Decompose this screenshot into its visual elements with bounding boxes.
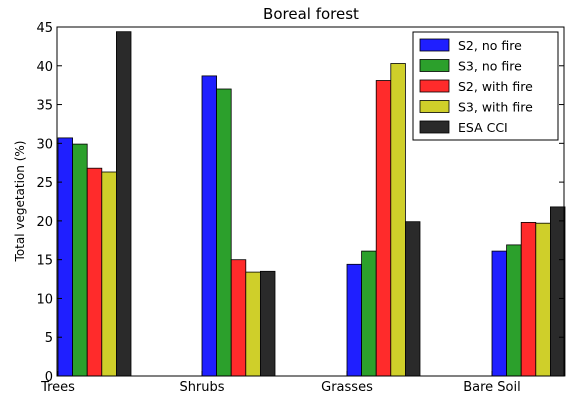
legend-label: S2, no fire (458, 38, 522, 53)
legend-label: S3, no fire (458, 59, 522, 74)
y-tick-label: 45 (36, 21, 53, 36)
y-tick-label: 0 (45, 370, 53, 385)
y-tick-label: 5 (45, 331, 53, 346)
y-tick-label: 10 (36, 292, 53, 307)
legend-swatch (419, 120, 450, 134)
bar (86, 167, 103, 377)
y-tick-label: 40 (36, 60, 53, 75)
bar (404, 221, 421, 377)
bar (245, 271, 261, 377)
bar (535, 222, 551, 377)
bar (201, 75, 218, 377)
bar (506, 244, 522, 377)
legend-label: S2, with fire (458, 79, 533, 94)
legend-swatch (419, 79, 450, 93)
x-tick-label: Shrubs (179, 380, 224, 395)
chart-title: Boreal forest (263, 5, 359, 23)
legend-swatch (419, 38, 450, 52)
bar (390, 63, 406, 377)
x-tick-label: Bare Soil (463, 380, 521, 395)
x-tick-label: Grasses (321, 380, 373, 395)
bar (57, 137, 74, 377)
legend: S2, no fire S3, no fire S2, with fire S3, w… (412, 31, 559, 141)
bar (361, 250, 377, 377)
y-tick-label: 15 (36, 254, 53, 269)
bar (101, 171, 117, 377)
bar (491, 250, 508, 377)
x-tick-label: Trees (40, 380, 75, 395)
legend-label: ESA CCI (458, 120, 508, 135)
y-tick-label: 30 (36, 137, 53, 152)
bar (216, 88, 232, 377)
bar (116, 31, 132, 377)
y-axis-label: Total vegetation (%) (13, 141, 27, 263)
bar (346, 263, 363, 377)
bar (375, 80, 392, 377)
plot-area (56, 26, 565, 377)
bar (520, 221, 537, 377)
legend-swatch (419, 100, 450, 113)
legend-swatch (419, 59, 450, 72)
y-tick-label: 20 (36, 215, 53, 230)
bar (230, 259, 247, 377)
bar (550, 206, 566, 377)
legend-label: S3, with fire (458, 100, 533, 115)
bar (72, 143, 88, 377)
x-axis: Trees Shrubs Grasses Bare Soil (40, 371, 521, 395)
y-axis: 0 5 10 15 20 25 30 35 40 45 (36, 21, 564, 385)
y-tick-label: 35 (36, 99, 53, 114)
bars-group (57, 31, 566, 377)
bar (259, 270, 276, 377)
y-tick-label: 25 (36, 176, 53, 191)
